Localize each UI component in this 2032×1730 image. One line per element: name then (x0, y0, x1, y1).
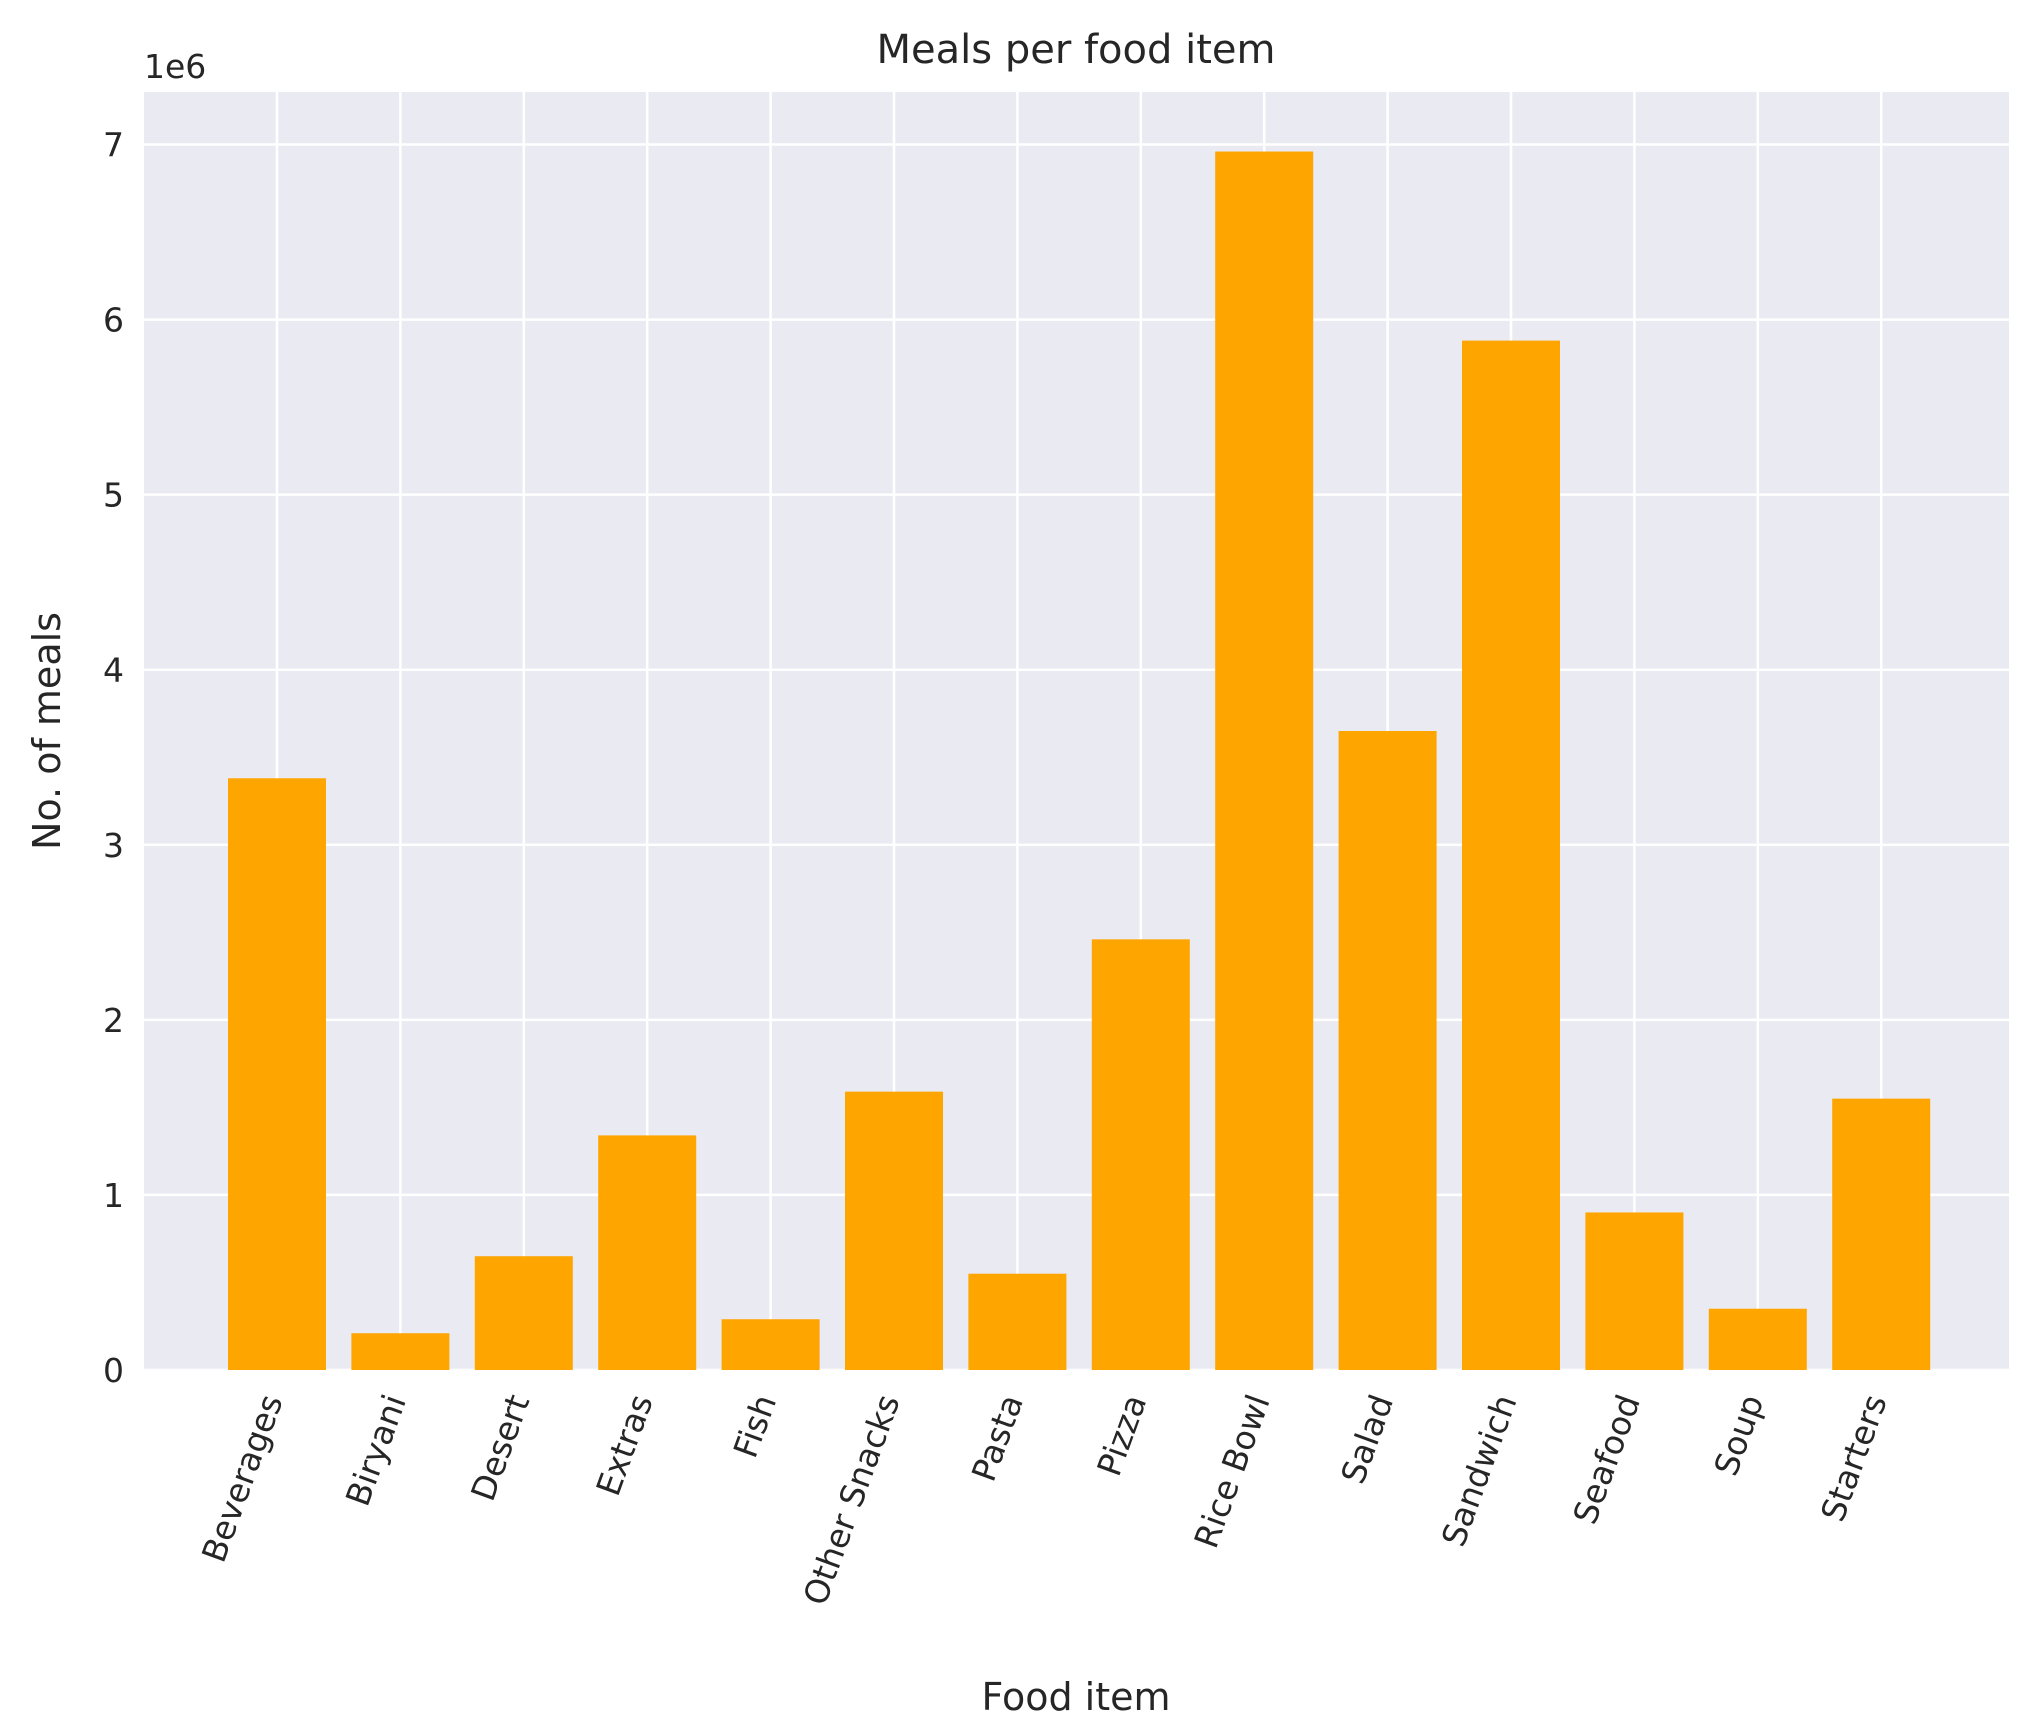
x-tick-label: Sandwich (1434, 1389, 1525, 1551)
x-tick-label: Seafood (1565, 1389, 1648, 1529)
y-tick-label: 1 (103, 1176, 124, 1215)
bar-soup (1708, 1308, 1807, 1370)
y-tick-label: 3 (103, 826, 124, 865)
x-tick-label: Beverages (194, 1389, 291, 1567)
chart-title: Meals per food item (877, 27, 1276, 73)
x-tick-label: Pizza (1089, 1389, 1154, 1481)
bar-other-snacks (845, 1091, 943, 1370)
bar-extras (598, 1135, 697, 1370)
y-tick-label: 2 (103, 1001, 124, 1040)
x-tick-label: Starters (1813, 1389, 1895, 1526)
bar-pasta (968, 1273, 1067, 1370)
x-tick-label: Extras (588, 1389, 660, 1500)
y-tick-label: 0 (103, 1351, 124, 1390)
y-tick-label: 7 (103, 126, 124, 165)
y-tick-label: 5 (103, 476, 124, 515)
bar-biryani (351, 1333, 450, 1370)
y-tick-label: 6 (103, 301, 124, 340)
x-tick-label: Fish (726, 1389, 784, 1462)
y-offset-label: 1e6 (144, 47, 206, 86)
plot-area (144, 92, 2009, 1370)
x-tick-label: Soup (1706, 1389, 1771, 1480)
x-axis-label: Food item (981, 1675, 1170, 1719)
bar-rice-bowl (1215, 151, 1314, 1370)
x-tick-labels: Beverages Biryani Desert Extras Fish Other Sn… (194, 1389, 1895, 1610)
x-tick-label: Pasta (964, 1389, 1031, 1486)
bar-sandwich (1462, 340, 1560, 1370)
x-tick-label: Desert (463, 1389, 537, 1505)
bar-seafood (1585, 1212, 1684, 1370)
y-tick-labels: 0 1 2 3 4 5 6 7 (103, 126, 124, 1390)
bar-pizza (1091, 939, 1190, 1370)
x-tick-label: Other Snacks (795, 1389, 907, 1610)
bar-fish (721, 1319, 820, 1370)
y-gridlines (144, 143, 2009, 1372)
y-tick-label: 4 (103, 651, 124, 690)
x-tick-label: Rice Bowl (1186, 1389, 1277, 1553)
y-axis-label: No. of meals (25, 612, 69, 850)
bar-desert (474, 1256, 573, 1370)
bar-starters (1832, 1098, 1931, 1370)
bars (228, 151, 1931, 1370)
bar-salad (1338, 731, 1437, 1370)
x-tick-label: Biryani (338, 1389, 414, 1511)
bar-beverages (228, 778, 326, 1370)
x-tick-label: Salad (1333, 1389, 1401, 1488)
